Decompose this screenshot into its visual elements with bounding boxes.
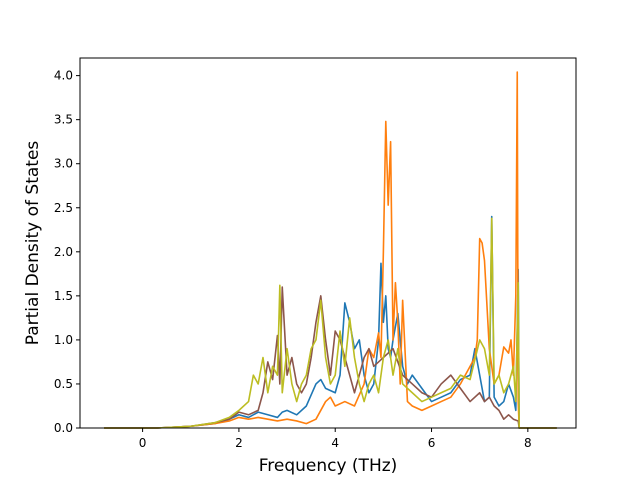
y-axis-title: Partial Density of States [23, 141, 43, 346]
y-tick-label: 0.5 [54, 377, 73, 391]
x-tick-label: 4 [331, 436, 339, 450]
plot-frame [79, 57, 577, 429]
x-axis-title: Frequency (THz) [259, 456, 398, 476]
y-axis: 0.0 0.5 1.0 1.5 2.0 2.5 3.0 3.5 4.0 [54, 69, 80, 435]
y-tick-label: 4.0 [54, 69, 73, 83]
x-tick-label: 8 [524, 436, 532, 450]
x-axis: 0 2 4 6 8 [139, 428, 532, 450]
y-tick-label: 2.5 [54, 201, 73, 215]
y-tick-label: 3.5 [54, 113, 73, 127]
x-tick-label: 2 [235, 436, 243, 450]
series-line-3 [104, 217, 557, 429]
y-tick-label: 3.0 [54, 157, 73, 171]
x-tick-label: 6 [428, 436, 436, 450]
series-line-1 [104, 71, 557, 429]
series-layer [104, 71, 557, 429]
y-tick-label: 1.0 [54, 333, 73, 347]
x-tick-label: 0 [139, 436, 147, 450]
series-line-2 [104, 286, 557, 429]
y-tick-label: 2.0 [54, 245, 73, 259]
y-tick-label: 1.5 [54, 289, 73, 303]
y-tick-label: 0.0 [54, 421, 73, 435]
